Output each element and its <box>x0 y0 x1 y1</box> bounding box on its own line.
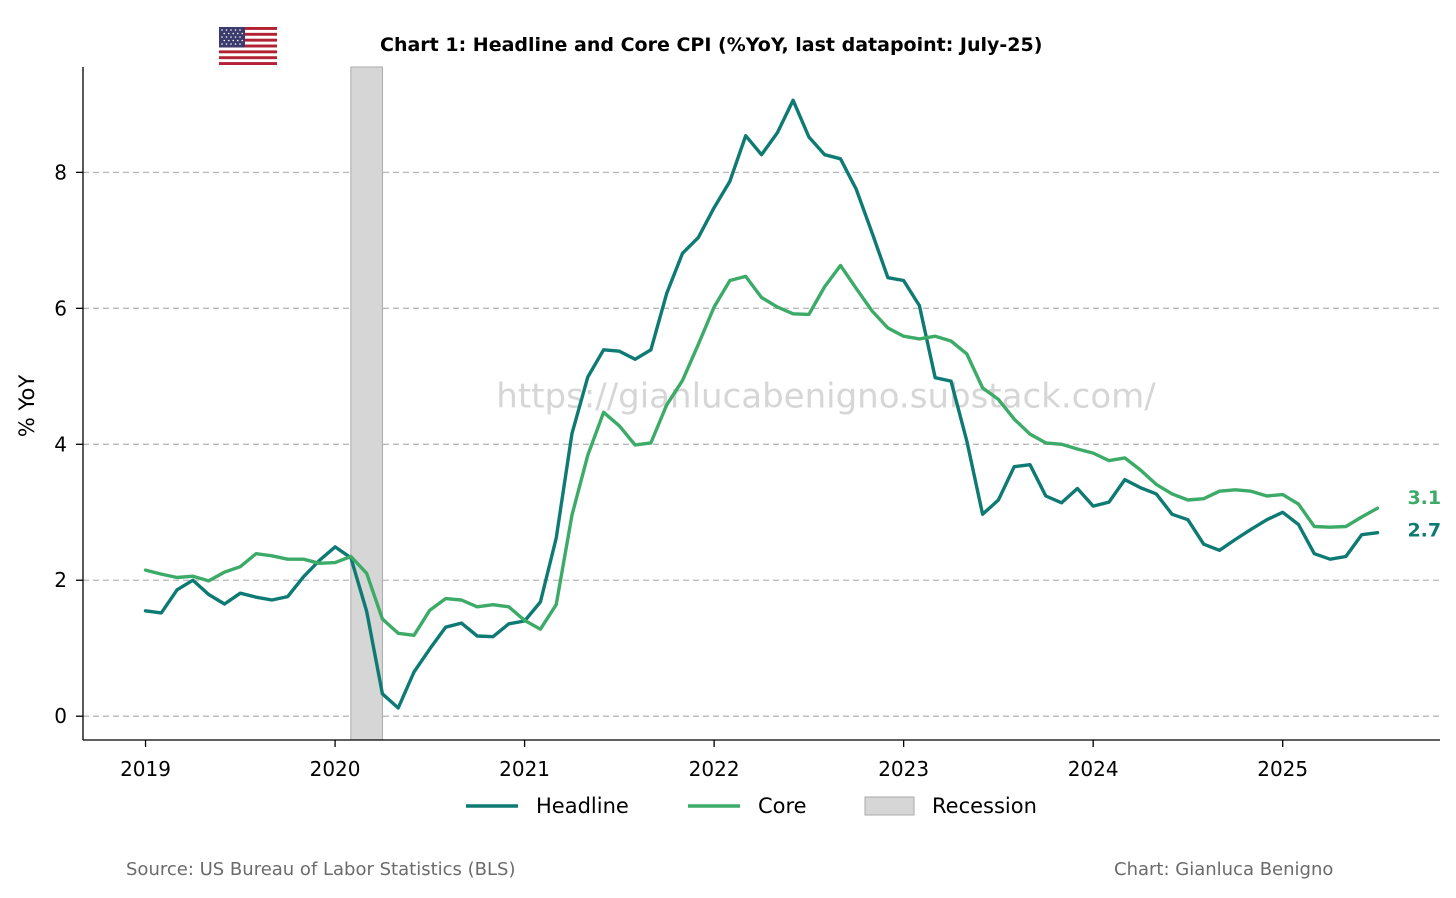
series-lines <box>143 98 1380 710</box>
chart-title: Chart 1: Headline and Core CPI (%YoY, la… <box>380 34 1043 56</box>
watermark: https://gianlucabenigno.substack.com/ <box>496 377 1156 417</box>
x-tick-label: 2023 <box>878 757 929 781</box>
x-tick-label: 2021 <box>499 757 550 781</box>
end-label-headline: 2.7 <box>1407 520 1441 542</box>
chart-credit: Chart: Gianluca Benigno <box>1114 859 1334 880</box>
x-tick-label: 2025 <box>1257 757 1308 781</box>
x-tick-label: 2024 <box>1068 757 1119 781</box>
axes: 0 2 4 6 8 2019 2020 2021 2022 2023 2024 2025 <box>54 67 1440 781</box>
recession-band <box>350 66 383 741</box>
grid-lines <box>83 171 1440 717</box>
end-label-core: 3.1 <box>1407 487 1441 509</box>
legend-label-headline: Headline <box>536 794 629 818</box>
y-tick-label: 6 <box>54 296 67 320</box>
legend: Headline Core Recession <box>466 794 1037 818</box>
recession-shade <box>350 66 383 741</box>
y-tick-label: 0 <box>54 704 67 728</box>
x-tick-label: 2019 <box>120 757 171 781</box>
y-tick-label: 4 <box>54 432 67 456</box>
x-tick-label: 2020 <box>310 757 361 781</box>
series-line-core <box>143 263 1380 637</box>
y-tick-label: 8 <box>54 160 67 184</box>
end-labels: 3.1 2.7 <box>1407 487 1441 541</box>
source-note: Source: US Bureau of Labor Statistics (B… <box>126 859 516 880</box>
y-tick-label: 2 <box>54 568 67 592</box>
us-flag-icon <box>219 27 277 65</box>
y-axis-label: % YoY <box>15 375 39 438</box>
legend-label-core: Core <box>758 794 807 818</box>
x-tick-label: 2022 <box>689 757 740 781</box>
legend-label-recession: Recession <box>932 794 1037 818</box>
legend-swatch-recession <box>864 796 915 816</box>
